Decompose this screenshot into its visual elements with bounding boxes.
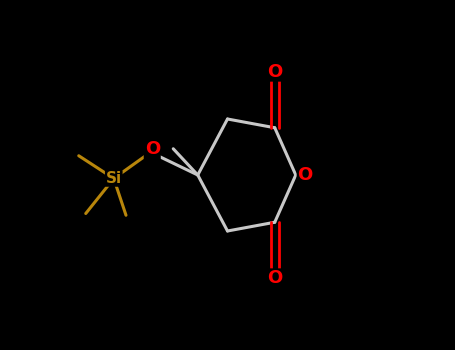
Text: O: O <box>298 166 313 184</box>
Text: O: O <box>267 269 283 287</box>
Text: Si: Si <box>106 171 122 186</box>
Text: O: O <box>267 63 283 81</box>
Text: O: O <box>145 140 160 159</box>
